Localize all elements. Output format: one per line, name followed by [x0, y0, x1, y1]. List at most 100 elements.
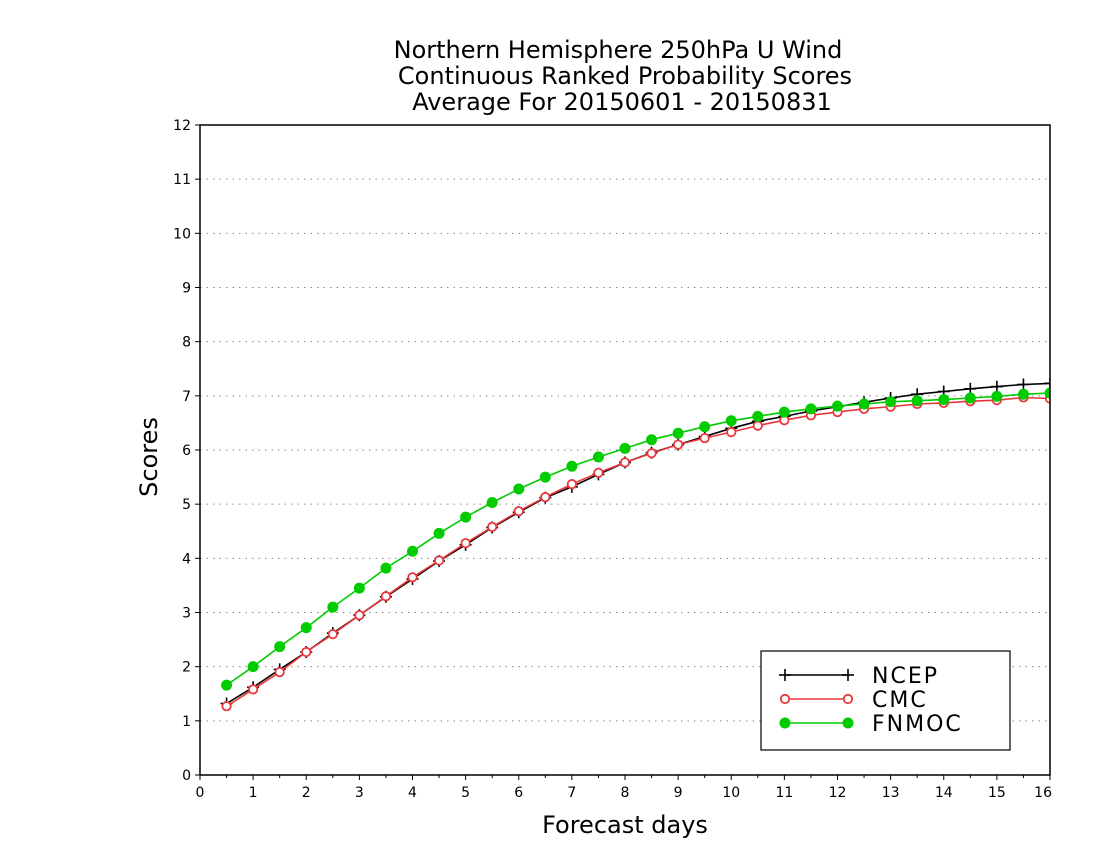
point-cmc: [301, 646, 312, 658]
x-tick-label: 13: [882, 785, 900, 801]
point-fnmoc: [353, 582, 365, 594]
x-tick-label: 3: [355, 785, 364, 801]
point-cmc: [619, 457, 631, 468]
point-cmc: [433, 555, 445, 566]
point-cmc: [699, 432, 710, 444]
point-fnmoc: [885, 396, 897, 408]
point-fnmoc: [380, 562, 392, 574]
x-tick-label: 16: [1034, 785, 1052, 801]
point-fnmoc: [752, 410, 764, 422]
point-fnmoc: [566, 460, 578, 472]
point-fnmoc: [460, 511, 472, 523]
x-tick-label: 15: [988, 785, 1006, 801]
x-tick-label: 11: [775, 785, 793, 801]
x-tick-label: 5: [461, 785, 470, 801]
point-fnmoc: [805, 403, 817, 415]
point-cmc: [487, 521, 498, 533]
x-axis-label: Forecast days: [542, 811, 708, 839]
legend-label-ncep: NCEP: [872, 664, 939, 689]
legend-label-fnmoc: FNMOC: [872, 712, 963, 737]
point-cmc: [274, 666, 285, 678]
y-tick-label: 2: [182, 660, 191, 676]
point-fnmoc: [486, 497, 498, 509]
point-cmc: [248, 684, 259, 695]
point-ncep: [1044, 377, 1050, 390]
title-line-1: Northern Hemisphere 250hPa U Wind: [394, 36, 843, 64]
legend-marker-ncep: [842, 669, 854, 681]
title-line-3: Average For 20150601 - 20150831: [412, 88, 832, 116]
y-tick-label: 12: [173, 118, 191, 134]
point-cmc: [646, 448, 657, 459]
y-tick-label: 8: [182, 335, 191, 351]
point-fnmoc: [832, 400, 843, 412]
y-tick-label: 6: [182, 443, 191, 459]
y-tick-label: 5: [182, 497, 191, 513]
y-tick-label: 3: [182, 606, 191, 622]
point-cmc: [540, 492, 551, 503]
legend-entry-fnmoc: FNMOC: [779, 712, 963, 737]
point-cmc: [752, 420, 763, 431]
title-line-2: Continuous Ranked Probability Scores: [398, 62, 852, 90]
y-tick-label: 1: [182, 714, 191, 730]
y-tick-label: 4: [182, 551, 191, 567]
legend-box: [760, 650, 1011, 751]
point-cmc: [566, 479, 577, 490]
series-fnmoc: [221, 387, 1050, 691]
point-cmc: [380, 591, 392, 602]
point-fnmoc: [911, 395, 923, 407]
legend-marker-cmc: [779, 693, 791, 705]
x-tick-label: 9: [674, 785, 683, 801]
legend-marker-cmc: [842, 693, 854, 705]
point-fnmoc: [858, 398, 870, 410]
point-cmc: [407, 572, 418, 583]
legend-label-cmc: CMC: [872, 688, 928, 713]
x-tick-label: 10: [722, 785, 740, 801]
x-tick-label: 6: [514, 785, 523, 801]
y-tick-label: 9: [182, 281, 191, 297]
point-fnmoc: [938, 394, 950, 406]
point-cmc: [673, 439, 684, 450]
point-fnmoc: [327, 601, 339, 613]
point-fnmoc: [646, 434, 658, 446]
legend-marker-fnmoc: [842, 717, 854, 729]
point-fnmoc: [407, 545, 418, 557]
x-tick-label: 1: [249, 785, 258, 801]
point-fnmoc: [991, 390, 1003, 402]
point-fnmoc: [513, 483, 525, 495]
point-fnmoc: [699, 421, 711, 433]
y-tick-label: 11: [173, 172, 191, 188]
series-layer: [220, 377, 1050, 712]
point-fnmoc: [778, 406, 790, 418]
x-axis: 0 1 2 3 4 5 6 7 8 9 10 11 12 13 14 15 16: [196, 775, 1052, 801]
point-fnmoc: [964, 392, 976, 404]
point-fnmoc: [1017, 388, 1029, 400]
point-cmc: [460, 538, 471, 549]
y-tick-label: 10: [173, 226, 191, 242]
series-line-fnmoc: [226, 392, 1050, 686]
x-tick-label: 4: [408, 785, 417, 801]
x-tick-label: 2: [302, 785, 311, 801]
point-fnmoc: [247, 661, 259, 673]
point-fnmoc: [274, 641, 286, 653]
point-cmc: [354, 610, 365, 621]
point-cmc: [221, 701, 232, 712]
y-tick-label: 0: [182, 768, 191, 784]
point-fnmoc: [1044, 387, 1050, 399]
chart-title: Northern Hemisphere 250hPa U Wind Contin…: [394, 36, 852, 116]
x-tick-label: 14: [935, 785, 953, 801]
point-fnmoc: [433, 527, 445, 539]
legend-marker-ncep: [779, 669, 791, 681]
point-cmc: [327, 629, 338, 640]
point-cmc: [726, 427, 737, 438]
point-fnmoc: [592, 451, 604, 463]
point-fnmoc: [300, 622, 312, 634]
x-tick-label: 7: [567, 785, 576, 801]
gridlines: [200, 124, 1050, 722]
legend-marker-fnmoc: [779, 717, 791, 729]
point-fnmoc: [672, 427, 684, 439]
point-fnmoc: [619, 442, 631, 454]
y-axis-label: Scores: [135, 417, 163, 497]
